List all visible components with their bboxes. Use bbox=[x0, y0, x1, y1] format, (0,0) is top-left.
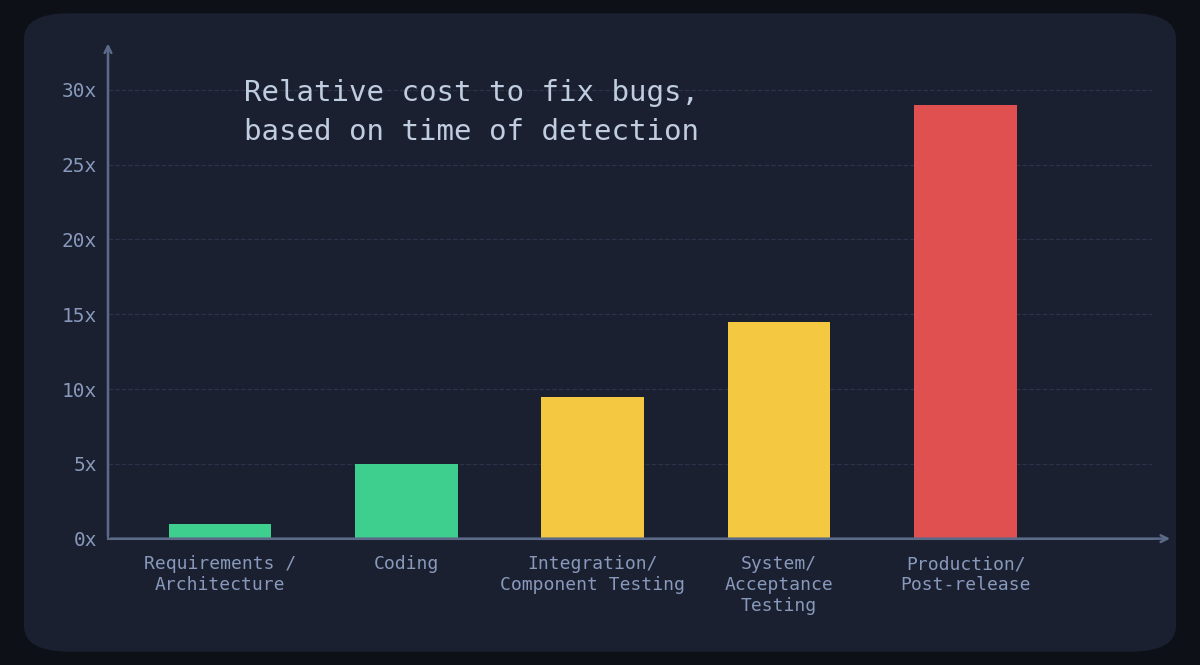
Bar bbox=[914, 105, 1016, 539]
Bar bbox=[728, 322, 830, 539]
Text: Relative cost to fix bugs,
based on time of detection: Relative cost to fix bugs, based on time… bbox=[244, 79, 698, 146]
Bar bbox=[355, 464, 457, 539]
FancyBboxPatch shape bbox=[24, 13, 1176, 652]
Bar bbox=[541, 396, 644, 539]
Bar bbox=[168, 524, 271, 539]
